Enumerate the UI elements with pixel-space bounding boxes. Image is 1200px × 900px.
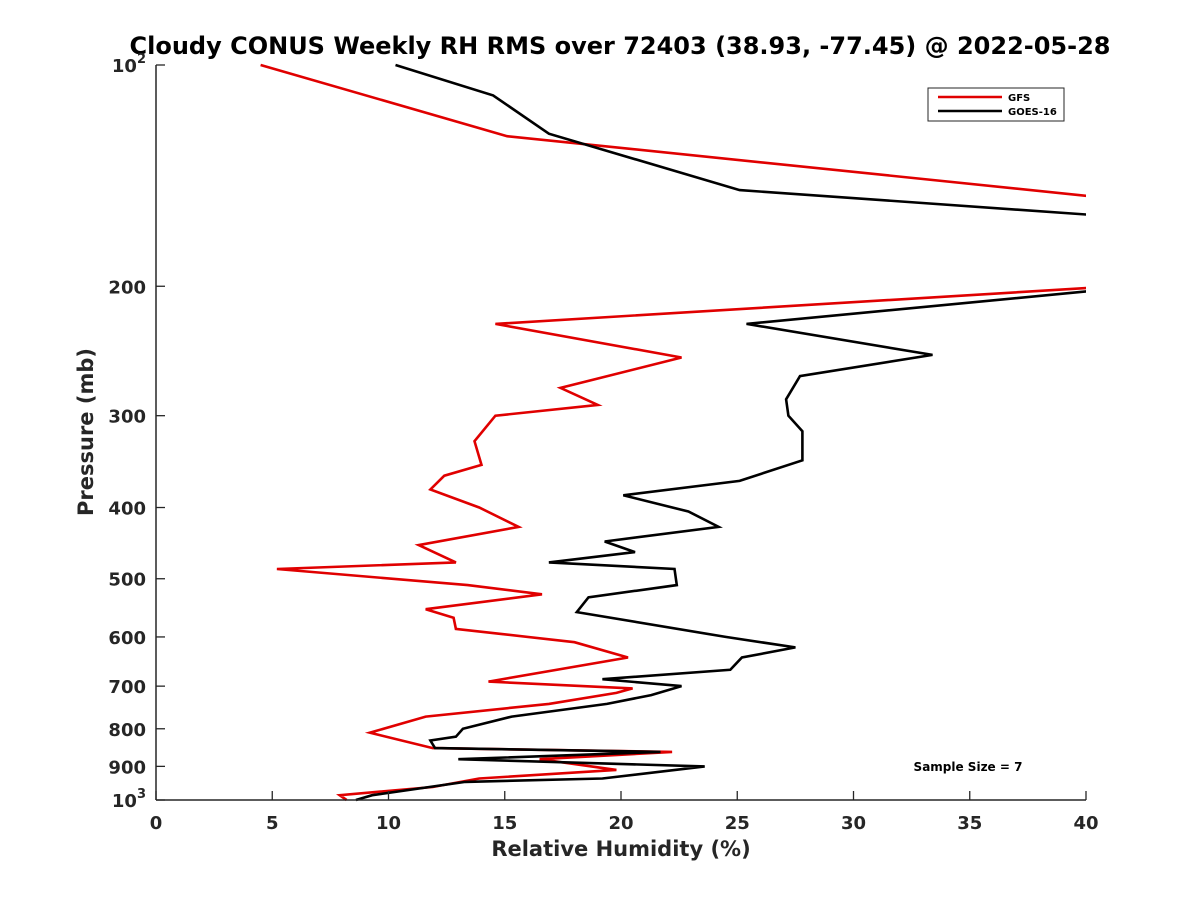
legend-label: GOES-16 — [1008, 107, 1057, 118]
y-tick-label: 200 — [108, 277, 146, 298]
x-axis-label: Relative Humidity (%) — [491, 837, 750, 861]
legend: GFS GOES-16 — [927, 87, 1065, 122]
x-tick-label: 15 — [492, 813, 517, 834]
series-layer — [260, 63, 1086, 802]
x-tick-label: 35 — [957, 813, 982, 834]
y-axis-label: Pressure (mb) — [74, 348, 98, 516]
legend-label: GFS — [1008, 93, 1030, 104]
y-tick-label: 400 — [108, 499, 146, 520]
x-tick-label: 5 — [266, 813, 279, 834]
x-tick-label: 30 — [841, 813, 866, 834]
y-tick-label: 800 — [108, 720, 146, 741]
y-tick-label: 900 — [108, 757, 146, 778]
legend-box — [927, 87, 1065, 122]
y-axis-ticks: 102 200 300 400 500 600 700 800 900 103 — [108, 52, 165, 812]
x-tick-label: 0 — [150, 813, 163, 834]
y-tick-label: 102 — [112, 52, 146, 77]
y-tick-label: 300 — [108, 407, 146, 428]
x-tick-label: 40 — [1073, 813, 1098, 834]
series-line-gfs — [260, 63, 1086, 802]
series-line-goes-16 — [355, 63, 1086, 802]
x-tick-label: 25 — [725, 813, 750, 834]
x-axis-ticks: 0 5 10 15 20 25 30 35 40 — [150, 791, 1099, 834]
y-tick-label: 700 — [108, 677, 146, 698]
y-tick-label: 103 — [112, 787, 146, 812]
chart-title: Cloudy CONUS Weekly RH RMS over 72403 (3… — [130, 32, 1111, 60]
sample-size-annotation: Sample Size = 7 — [914, 760, 1023, 774]
y-tick-label: 600 — [108, 628, 146, 649]
y-tick-label: 500 — [108, 570, 146, 591]
x-tick-label: 10 — [376, 813, 401, 834]
x-tick-label: 20 — [608, 813, 633, 834]
